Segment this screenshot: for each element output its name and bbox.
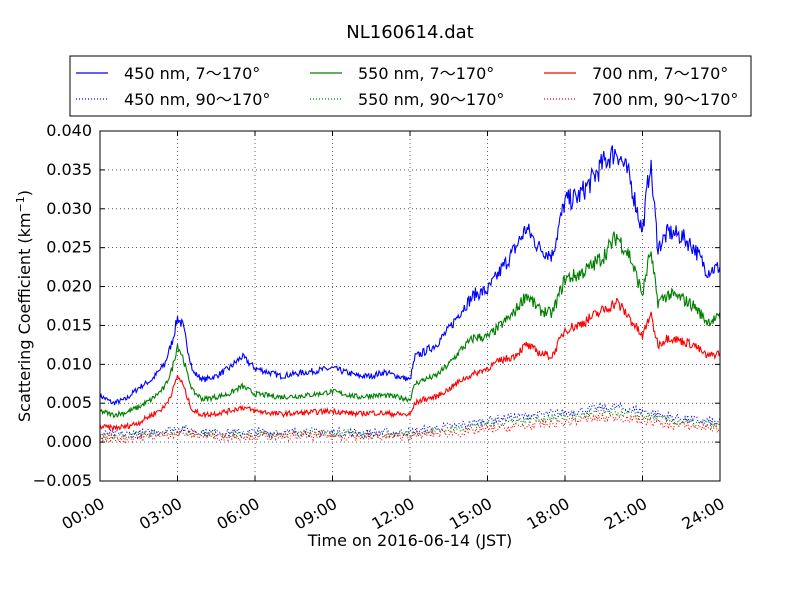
x-axis-label: Time on 2016-06-14 (JST) — [307, 531, 512, 550]
y-tick-label: 0.025 — [46, 238, 92, 257]
y-axis-label-main: Scattering Coefficient (km — [15, 212, 34, 422]
series-line-450-back — [99, 402, 721, 440]
series-group — [99, 145, 721, 445]
legend-label-700-back: 700 nm, 90～170° — [592, 90, 738, 109]
y-tick-label: 0.010 — [46, 354, 92, 373]
y-axis-label-exponent: −1 — [14, 196, 27, 212]
y-tick-label: 0.030 — [46, 199, 92, 218]
legend-label-550-back: 550 nm, 90～170° — [358, 90, 504, 109]
ticks — [99, 130, 721, 482]
legend-label-450-back: 450 nm, 90～170° — [124, 90, 270, 109]
y-tick-label: −0.005 — [33, 471, 92, 490]
y-tick-label: 0.015 — [46, 315, 92, 334]
series-line-550-full — [99, 231, 721, 419]
legend-label-700-full: 700 nm, 7～170° — [592, 64, 728, 83]
series-line-700-back — [99, 413, 721, 445]
legend-frame — [69, 55, 752, 117]
legend-label-550-full: 550 nm, 7～170° — [358, 64, 494, 83]
y-tick-label: 0.020 — [46, 277, 92, 296]
y-tick-label: 0.035 — [46, 160, 92, 179]
series-line-450-full — [99, 145, 721, 406]
y-tick-label: 0.040 — [46, 121, 92, 140]
chart-title: NL160614.dat — [346, 22, 473, 43]
y-tick-label: 0.000 — [46, 432, 92, 451]
y-tick-label: 0.005 — [46, 393, 92, 412]
y-axis-label: Scattering Coefficient (km−1) — [14, 190, 34, 422]
legend: 450 nm, 7～170° 550 nm, 7～170° 700 nm, 7～17… — [69, 55, 752, 117]
y-axis-label-close: ) — [15, 190, 34, 196]
series-line-700-full — [99, 298, 721, 432]
legend-label-450-full: 450 nm, 7～170° — [124, 64, 260, 83]
y-tick-labels: −0.005 0.000 0.005 0.010 0.015 0.020 0.025 0.03… — [33, 121, 92, 490]
